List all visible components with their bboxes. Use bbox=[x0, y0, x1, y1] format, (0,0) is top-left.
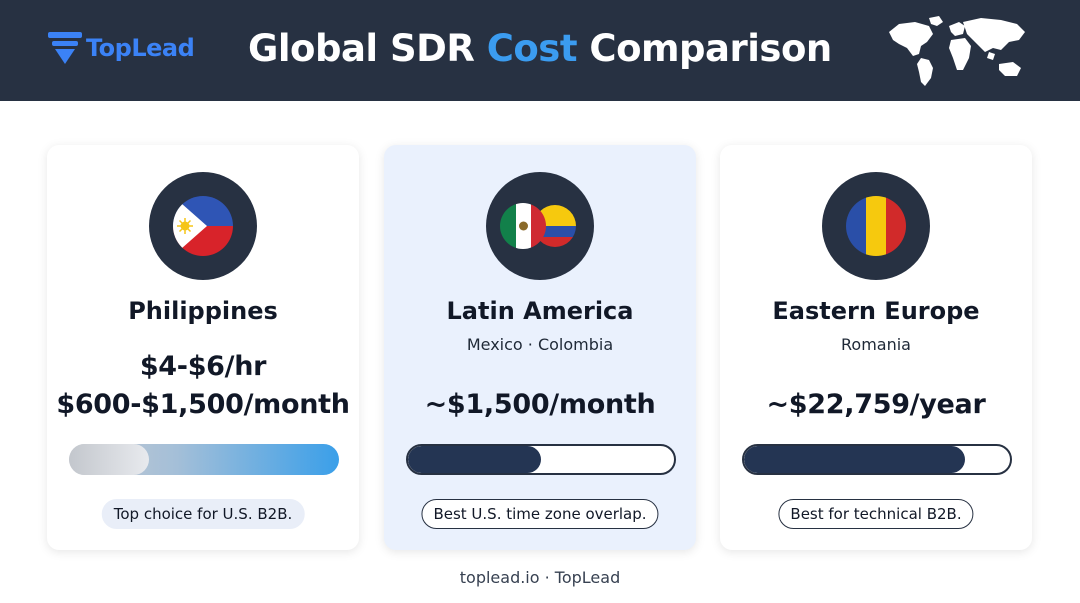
title-part1: Global SDR bbox=[248, 27, 487, 70]
title-accent: Cost bbox=[486, 27, 578, 70]
romania-flag-icon bbox=[846, 196, 906, 256]
price-yearly: ~$22,759/year bbox=[766, 389, 986, 420]
card-eastern-europe: Eastern Europe Romania ~$22,759/year Bes… bbox=[720, 145, 1032, 550]
cost-bar-fill bbox=[744, 446, 965, 473]
world-map-icon bbox=[889, 16, 1025, 86]
card-title: Latin America bbox=[446, 297, 634, 325]
cost-bar bbox=[406, 444, 676, 475]
mexico-colombia-flags-icon bbox=[500, 203, 576, 249]
philippines-flag-icon bbox=[173, 196, 233, 256]
card-philippines: Philippines $4-$6/hr $600-$1,500/month T… bbox=[47, 145, 359, 550]
cost-bar bbox=[69, 444, 339, 475]
cost-bar-knob bbox=[69, 444, 149, 475]
card-subtitle: Romania bbox=[841, 335, 911, 354]
note-badge: Top choice for U.S. B2B. bbox=[101, 499, 305, 529]
price-hourly: $4-$6/hr bbox=[139, 351, 267, 382]
flag-badge bbox=[822, 172, 930, 280]
note-badge: Best for technical B2B. bbox=[778, 499, 974, 529]
card-subtitle: Mexico · Colombia bbox=[466, 335, 614, 354]
page-title: Global SDR Cost Comparison bbox=[248, 22, 832, 76]
cost-bar-fill bbox=[408, 446, 541, 473]
header-banner: TopLead Global SDR Cost Comparison bbox=[0, 0, 1080, 101]
footer-text: toplead.io · TopLead bbox=[459, 568, 621, 587]
price-monthly: $600-$1,500/month bbox=[56, 389, 350, 420]
price-monthly: ~$1,500/month bbox=[424, 389, 656, 420]
logo-text: TopLead bbox=[86, 34, 195, 62]
card-title: Philippines bbox=[128, 297, 278, 325]
logo: TopLead bbox=[46, 30, 195, 66]
cost-bar bbox=[742, 444, 1012, 475]
title-part2: Comparison bbox=[577, 27, 832, 70]
flag-badge bbox=[486, 172, 594, 280]
card-title: Eastern Europe bbox=[772, 297, 980, 325]
card-latin-america: Latin America Mexico · Colombia ~$1,500/… bbox=[384, 145, 696, 550]
toplead-logo-icon bbox=[48, 32, 82, 64]
flag-badge bbox=[149, 172, 257, 280]
note-badge: Best U.S. time zone overlap. bbox=[421, 499, 659, 529]
